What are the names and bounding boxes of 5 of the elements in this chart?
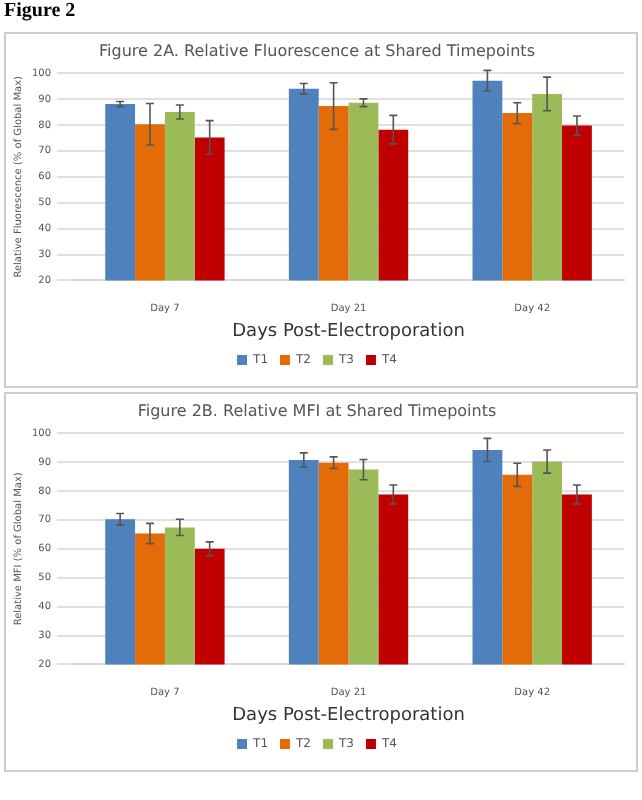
caption: Figure 2	[2, 0, 78, 26]
chart-title: Figure 2A. Relative Fluorescence at Shared Timepoints	[99, 41, 535, 60]
x-axis-title: Days Post-Electroporation	[232, 321, 465, 342]
chart-title: Figure 2B. Relative MFI at Shared Timepoints	[137, 401, 497, 420]
x-axis-title: Days Post-Electroporation	[232, 705, 465, 726]
